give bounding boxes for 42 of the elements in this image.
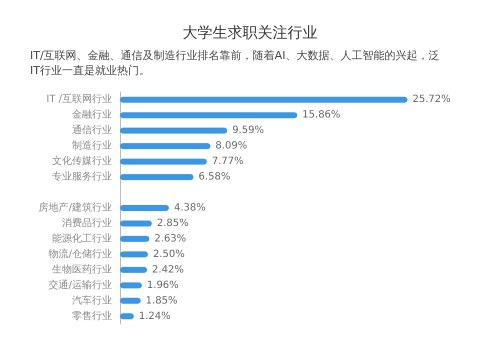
- chart-title: 大学生求职关注行业: [182, 24, 318, 42]
- data-label: 1.85%: [146, 295, 178, 306]
- y-tick-label: 文化传媒行业: [52, 155, 112, 168]
- data-label: 4.38%: [174, 202, 206, 214]
- y-tick-label: 专业服务行业: [52, 170, 112, 183]
- y-tick-label: 房地产/建筑行业: [38, 202, 112, 214]
- y-tick-label: IT /互联网行业: [46, 93, 112, 106]
- data-label: 2.85%: [156, 218, 189, 229]
- bar: [120, 220, 152, 226]
- data-label: 15.86%: [302, 110, 340, 121]
- chart-subtitle: IT/互联网、金融、通信及制造行业排名靠前，随着AI、大数据、人工智能的兴起，泛IT行业一直是就业热门。: [30, 49, 440, 77]
- data-label: 25.72%: [412, 94, 451, 106]
- y-tick-label: 生物医药行业: [52, 263, 112, 276]
- y-tick-label: 金融行业: [72, 108, 112, 121]
- data-label: 2.63%: [154, 233, 186, 244]
- y-tick-label: 物流/仓储行业: [48, 248, 112, 260]
- y-tick-label: 能源化工行业: [52, 232, 112, 244]
- data-label: 7.77%: [212, 156, 244, 168]
- y-tick-label: 零售行业: [72, 310, 112, 322]
- bar: [120, 143, 210, 150]
- bar: [120, 96, 408, 103]
- y-tick-label: 汽车行业: [72, 294, 112, 306]
- bar: [120, 174, 194, 180]
- bar: [120, 251, 148, 258]
- y-tick-label: 通信行业: [72, 124, 112, 136]
- y-tick-label: 制造行业: [72, 140, 112, 152]
- y-tick-label: 交通/运输行业: [48, 278, 112, 291]
- bar: [120, 128, 228, 134]
- data-label: 2.42%: [152, 264, 184, 276]
- data-label: 9.59%: [232, 125, 264, 136]
- y-tick-label: 消费品行业: [62, 216, 112, 229]
- bar: [120, 158, 207, 165]
- bar: [120, 236, 150, 242]
- data-label: 1.96%: [146, 280, 179, 291]
- data-label: 8.09%: [215, 140, 248, 152]
- bar: [120, 112, 298, 118]
- bar: [120, 282, 142, 288]
- data-label: 1.24%: [138, 310, 171, 322]
- bar: [120, 266, 148, 273]
- data-label: 2.50%: [152, 248, 185, 260]
- bar: [120, 205, 169, 211]
- data-label: 6.58%: [198, 172, 230, 183]
